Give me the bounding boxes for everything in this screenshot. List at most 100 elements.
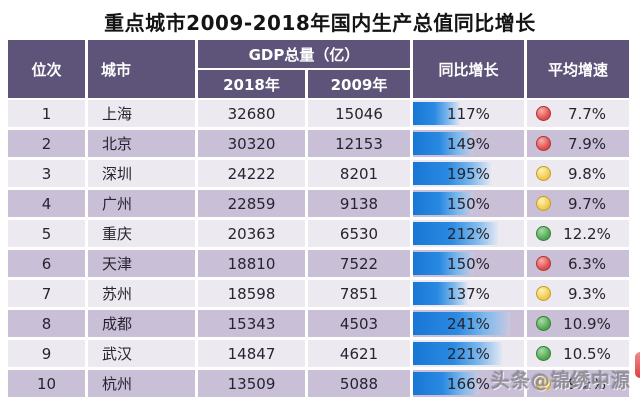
city-cell: 天津	[88, 250, 195, 277]
status-light-yellow-icon	[536, 166, 551, 181]
status-light-red-icon	[536, 106, 551, 121]
gdp-2009-cell: 7522	[308, 250, 410, 277]
gdp-2018-cell: 30320	[198, 130, 305, 157]
avg-growth-cell: 7.7%	[527, 100, 629, 127]
avg-growth-cell: 10.5%	[527, 340, 629, 367]
gdp-2018-cell: 22859	[198, 190, 305, 217]
avg-value: 6.3%	[567, 254, 607, 273]
table-row: 2 北京 30320 12153 149% 7.9%	[8, 130, 629, 157]
gdp-2009-cell: 6530	[308, 220, 410, 247]
table-row: 5 重庆 20363 6530 212% 12.2%	[8, 220, 629, 247]
rank-cell: 5	[8, 220, 85, 247]
yoy-value: 221%	[447, 344, 490, 363]
header-avg-growth: 平均增速	[527, 40, 629, 98]
table-row: 10 杭州 13509 5088 166% 9.2%	[8, 370, 629, 397]
yoy-growth-cell: 150%	[413, 190, 524, 217]
status-light-red-icon	[536, 136, 551, 151]
header-yoy-growth: 同比增长	[413, 40, 524, 98]
yoy-growth-cell: 221%	[413, 340, 524, 367]
rank-cell: 7	[8, 280, 85, 307]
avg-growth-cell: 9.2%	[527, 370, 629, 397]
gdp-2009-cell: 8201	[308, 160, 410, 187]
avg-value: 9.8%	[567, 164, 607, 183]
gdp-2009-cell: 5088	[308, 370, 410, 397]
yoy-value: 166%	[447, 374, 490, 393]
table-row: 8 成都 15343 4503 241% 10.9%	[8, 310, 629, 337]
yoy-value: 212%	[447, 224, 490, 243]
rank-cell: 2	[8, 130, 85, 157]
avg-value: 12.2%	[563, 224, 611, 243]
gdp-2009-cell: 15046	[308, 100, 410, 127]
table-row: 7 苏州 18598 7851 137% 9.3%	[8, 280, 629, 307]
header-year-2009: 2009年	[308, 70, 410, 98]
table-row: 4 广州 22859 9138 150% 9.7%	[8, 190, 629, 217]
gdp-2018-cell: 15343	[198, 310, 305, 337]
data-bar	[413, 282, 468, 305]
yoy-growth-cell: 241%	[413, 310, 524, 337]
header-gdp-total: GDP总量（亿）	[198, 40, 410, 68]
data-bar	[413, 132, 473, 155]
gdp-2009-cell: 4503	[308, 310, 410, 337]
table-row: 6 天津 18810 7522 150% 6.3%	[8, 250, 629, 277]
status-light-yellow-icon	[536, 196, 551, 211]
yoy-growth-cell: 149%	[413, 130, 524, 157]
rank-cell: 6	[8, 250, 85, 277]
gdp-2018-cell: 14847	[198, 340, 305, 367]
yoy-growth-cell: 137%	[413, 280, 524, 307]
yoy-value: 150%	[447, 254, 490, 273]
gdp-2009-cell: 4621	[308, 340, 410, 367]
avg-value: 9.2%	[567, 374, 607, 393]
header-city: 城市	[88, 40, 195, 98]
table-header: 位次 城市 GDP总量（亿） 2018年 2009年 同比增长 平均增速	[8, 40, 629, 98]
avg-value: 7.9%	[567, 134, 607, 153]
avg-value: 9.3%	[567, 284, 607, 303]
avg-value: 7.7%	[567, 104, 607, 123]
gdp-2018-cell: 32680	[198, 100, 305, 127]
gdp-table: 位次 城市 GDP总量（亿） 2018年 2009年 同比增长 平均增速 1 上海…	[8, 40, 629, 400]
page-title: 重点城市2009-2018年国内生产总值同比增长	[104, 11, 536, 35]
avg-growth-cell: 10.9%	[527, 310, 629, 337]
table-row: 3 深圳 24222 8201 195% 9.8%	[8, 160, 629, 187]
status-light-green-icon	[536, 346, 551, 361]
avg-growth-cell: 9.8%	[527, 160, 629, 187]
avg-growth-cell: 9.7%	[527, 190, 629, 217]
red-edge-shape	[635, 352, 640, 378]
avg-value: 10.5%	[563, 344, 611, 363]
gdp-2018-cell: 13509	[198, 370, 305, 397]
gdp-2009-cell: 9138	[308, 190, 410, 217]
yoy-value: 241%	[447, 314, 490, 333]
yoy-value: 150%	[447, 194, 490, 213]
avg-value: 10.9%	[563, 314, 611, 333]
gdp-2009-cell: 7851	[308, 280, 410, 307]
table-row: 1 上海 32680 15046 117% 7.7%	[8, 100, 629, 127]
city-cell: 苏州	[88, 280, 195, 307]
yoy-value: 149%	[447, 134, 490, 153]
gdp-2018-cell: 18598	[198, 280, 305, 307]
gdp-2018-cell: 20363	[198, 220, 305, 247]
yoy-value: 195%	[447, 164, 490, 183]
status-light-red-icon	[536, 256, 551, 271]
yoy-growth-cell: 195%	[413, 160, 524, 187]
data-bar	[413, 102, 460, 125]
status-light-yellow-icon	[536, 286, 551, 301]
yoy-growth-cell: 150%	[413, 250, 524, 277]
data-bar	[413, 252, 474, 275]
header-year-2018: 2018年	[198, 70, 305, 98]
table-row: 9 武汉 14847 4621 221% 10.5%	[8, 340, 629, 367]
data-bar	[413, 342, 502, 365]
avg-growth-cell: 6.3%	[527, 250, 629, 277]
yoy-value: 117%	[447, 104, 490, 123]
status-light-green-icon	[536, 316, 551, 331]
yoy-growth-cell: 212%	[413, 220, 524, 247]
rank-cell: 1	[8, 100, 85, 127]
city-cell: 北京	[88, 130, 195, 157]
yoy-growth-cell: 166%	[413, 370, 524, 397]
data-bar	[413, 222, 498, 245]
data-bar	[413, 192, 474, 215]
gdp-2009-cell: 12153	[308, 130, 410, 157]
watermark: 头条@锦绣中源	[490, 370, 631, 392]
city-cell: 上海	[88, 100, 195, 127]
rank-cell: 10	[8, 370, 85, 397]
data-bar	[413, 372, 480, 395]
rank-cell: 4	[8, 190, 85, 217]
